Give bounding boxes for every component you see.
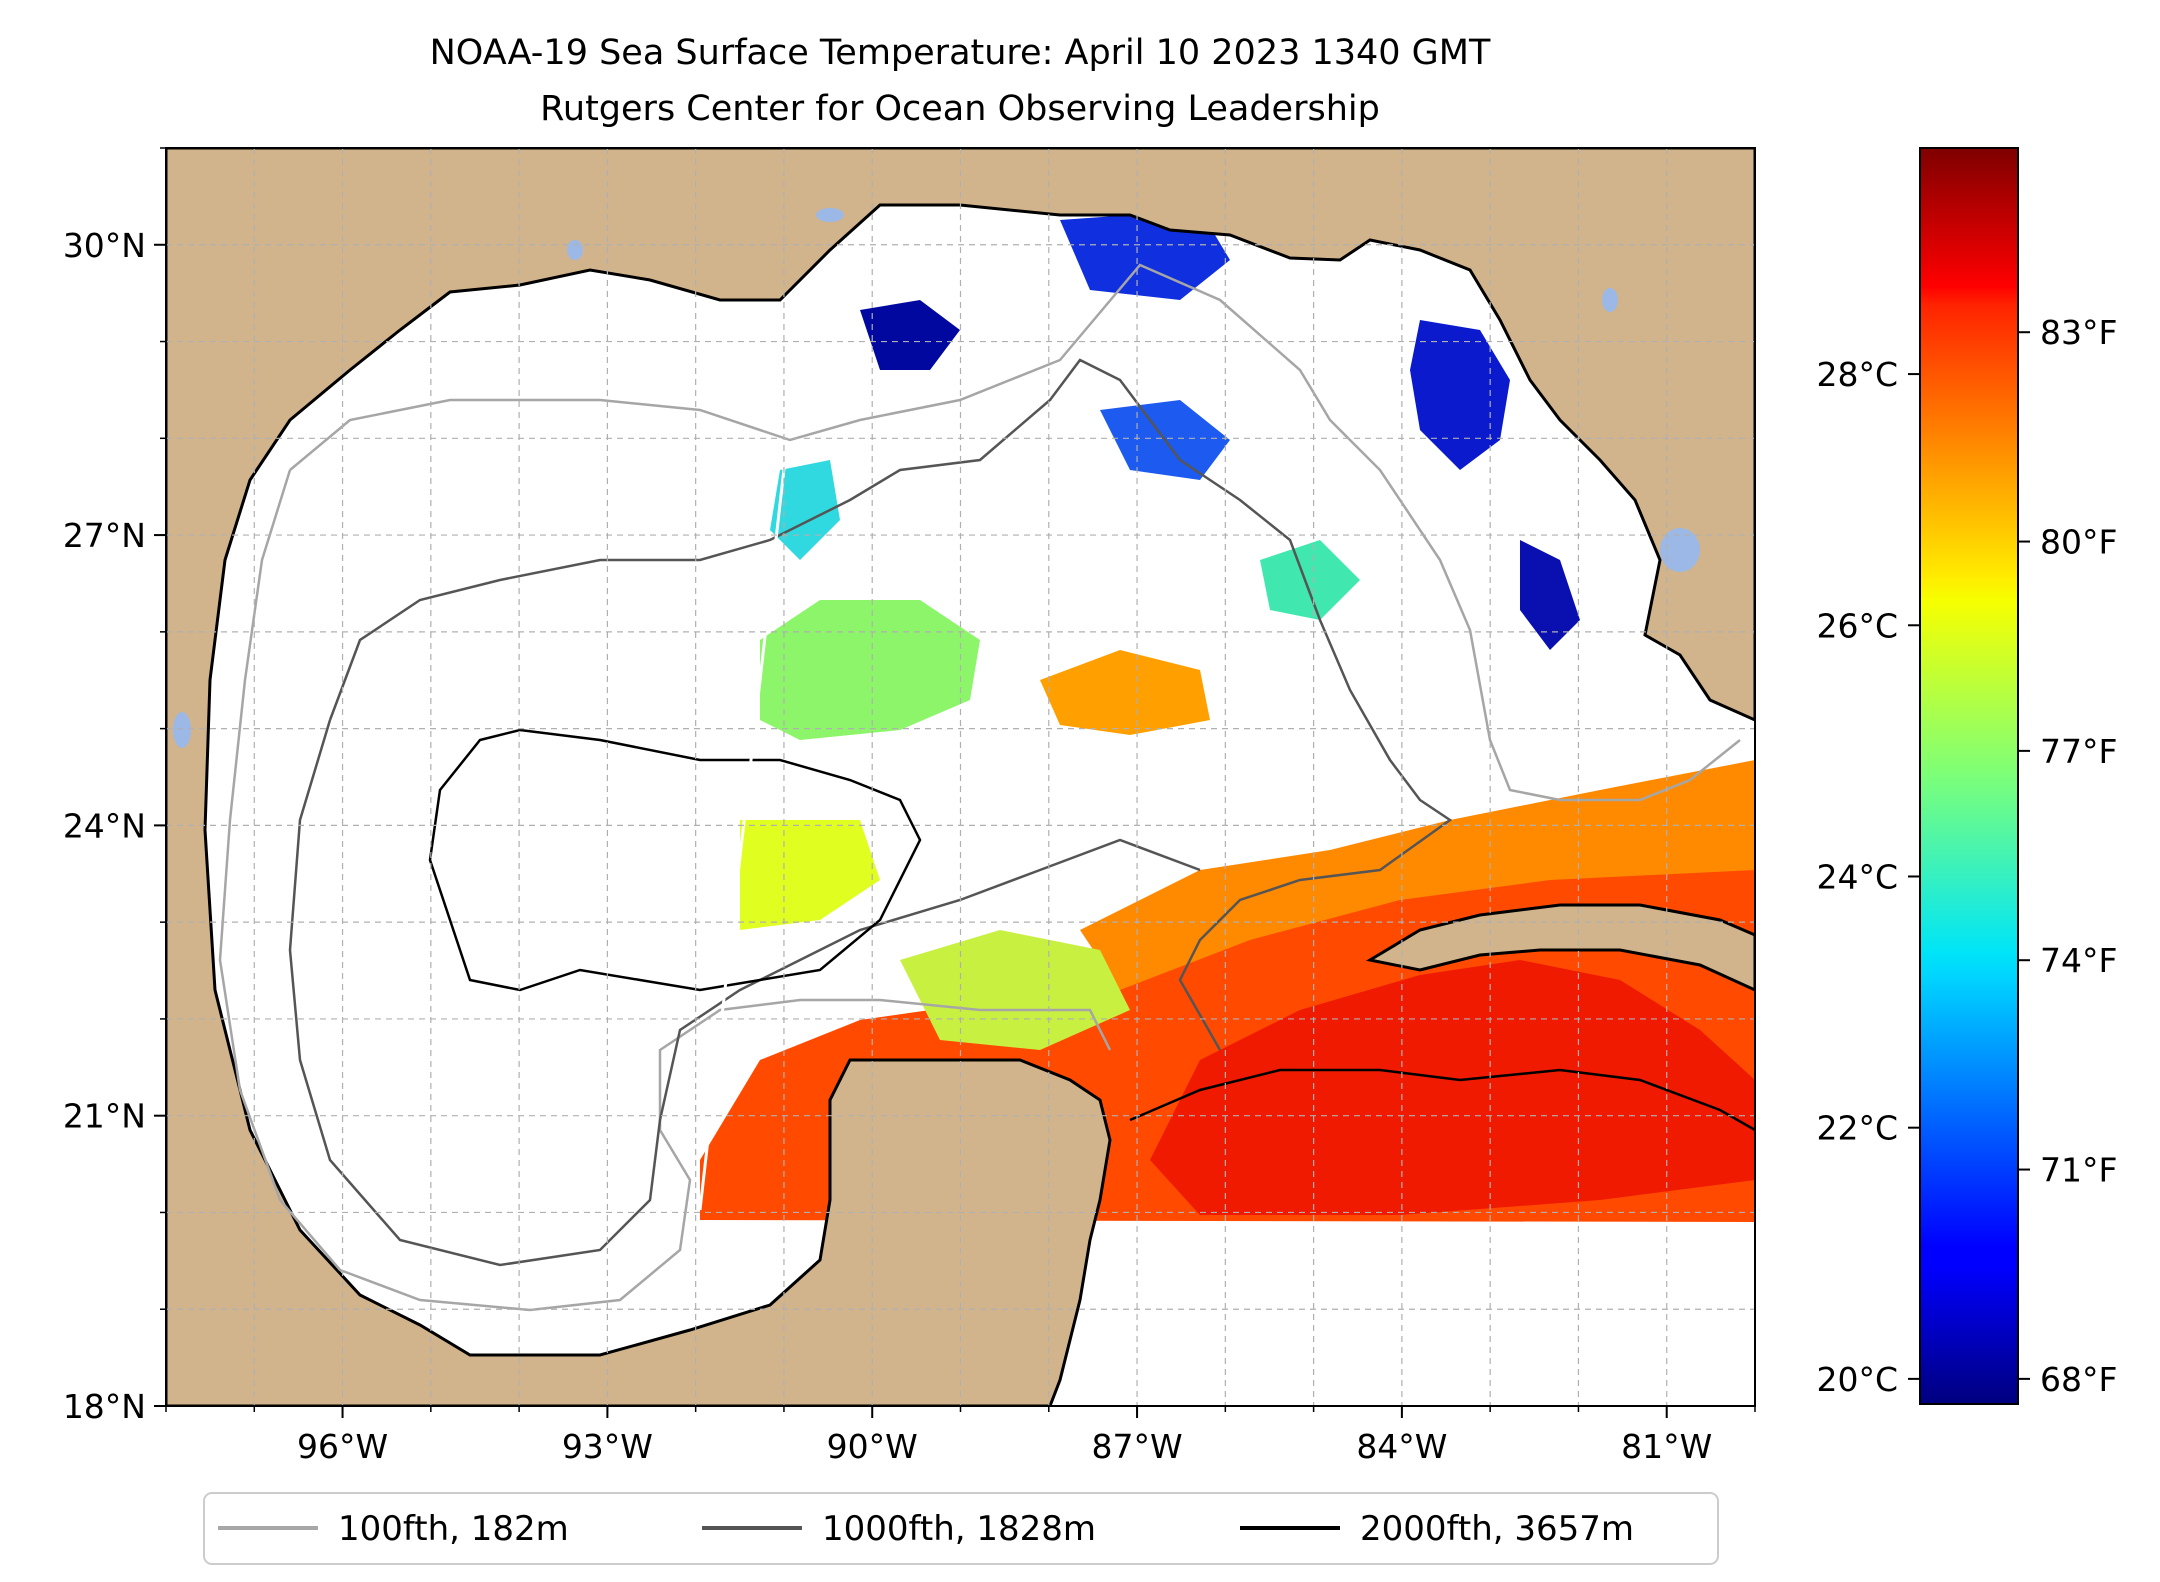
lat-tick-label: 24°N	[63, 806, 146, 845]
lat-tick-label: 30°N	[63, 226, 146, 265]
contour-2000fth-caribbean	[1129, 1068, 1755, 1132]
celsius-tick-label: 26°C	[1816, 606, 1898, 645]
contour-2000fth	[428, 728, 922, 992]
sst-orange-patch-north	[1040, 650, 1210, 735]
bathymetry-layer	[218, 263, 1755, 1312]
lon-tick-label: 90°W	[827, 1427, 918, 1466]
fahrenheit-tick-label: 77°F	[2040, 732, 2117, 771]
legend: 100fth, 182m 1000fth, 1828m 2000fth, 365…	[203, 1492, 1719, 1565]
legend-label-100fth: 100fth, 182m	[338, 1509, 569, 1549]
legend-label-1000fth: 1000fth, 1828m	[822, 1509, 1096, 1549]
fahrenheit-tick-label: 68°F	[2040, 1360, 2117, 1399]
lake-mexico	[173, 712, 191, 748]
legend-label-2000fth: 2000fth, 3657m	[1360, 1509, 1634, 1549]
colorbar-gradient	[1919, 147, 2019, 1405]
lon-tick-label: 87°W	[1091, 1427, 1182, 1466]
fahrenheit-tick-label: 80°F	[2040, 523, 2117, 562]
title-line-2: Rutgers Center for Ocean Observing Leade…	[540, 89, 1380, 129]
sst-teal-center	[1260, 540, 1360, 620]
sst-cold-east	[1520, 540, 1580, 650]
contour-100fth-west	[218, 469, 1112, 1312]
legend-box	[203, 1492, 1719, 1565]
sst-orange-band	[1080, 760, 1755, 990]
lake-okeechobee	[1660, 528, 1700, 572]
lon-tick-label: 96°W	[297, 1427, 388, 1466]
lake-florida-north	[1602, 288, 1618, 312]
colorbar-celsius-ticks: 20°C 22°C 24°C 26°C 28°C	[1816, 355, 1920, 1399]
latitude-axis: 18°N 21°N 24°N 27°N 30°N	[63, 147, 166, 1426]
sst-green-west	[760, 600, 980, 740]
longitude-axis: 96°W 93°W 90°W 87°W 84°W 81°W	[165, 1406, 1756, 1466]
lat-tick-label: 18°N	[63, 1387, 146, 1426]
celsius-tick-label: 22°C	[1816, 1109, 1898, 1148]
lon-tick-label: 84°W	[1356, 1427, 1447, 1466]
sst-hot-core	[1150, 960, 1755, 1215]
fahrenheit-tick-label: 83°F	[2040, 313, 2117, 352]
sst-yellow-mid	[740, 820, 880, 930]
sst-mixed-center	[900, 930, 1130, 1050]
lake-louisiana	[816, 208, 844, 222]
title-line-1: NOAA-19 Sea Surface Temperature: April 1…	[430, 33, 1491, 73]
sst-cold-nw	[860, 300, 960, 370]
contour-1000fth-west	[288, 719, 1201, 1267]
fahrenheit-tick-label: 71°F	[2040, 1151, 2117, 1190]
sst-cold-ne	[1410, 320, 1510, 470]
celsius-tick-label: 24°C	[1816, 857, 1898, 896]
lon-tick-label: 93°W	[562, 1427, 653, 1466]
lake-texas	[567, 240, 583, 260]
lat-tick-label: 21°N	[63, 1097, 146, 1136]
map-panel[interactable]	[166, 148, 1755, 1406]
colorbar: 20°C 22°C 24°C 26°C 28°C 68°F 71°F 74°F 77°F 80°…	[1816, 147, 2117, 1405]
lakes-layer	[173, 208, 1700, 748]
celsius-tick-label: 28°C	[1816, 355, 1898, 394]
colorbar-fahrenheit-ticks: 68°F 71°F 74°F 77°F 80°F 83°F	[2018, 313, 2117, 1399]
contour-100fth	[289, 263, 1741, 802]
celsius-tick-label: 20°C	[1816, 1360, 1898, 1399]
swath-west-edge	[698, 459, 787, 1211]
lon-tick-label: 81°W	[1621, 1427, 1712, 1466]
gridlines	[166, 148, 1755, 1406]
lat-tick-label: 27°N	[63, 516, 146, 555]
sst-data-layer	[700, 210, 1755, 1222]
fahrenheit-tick-label: 74°F	[2040, 941, 2117, 980]
contour-1000fth	[328, 358, 1453, 1051]
swath-boundary	[698, 459, 787, 1211]
